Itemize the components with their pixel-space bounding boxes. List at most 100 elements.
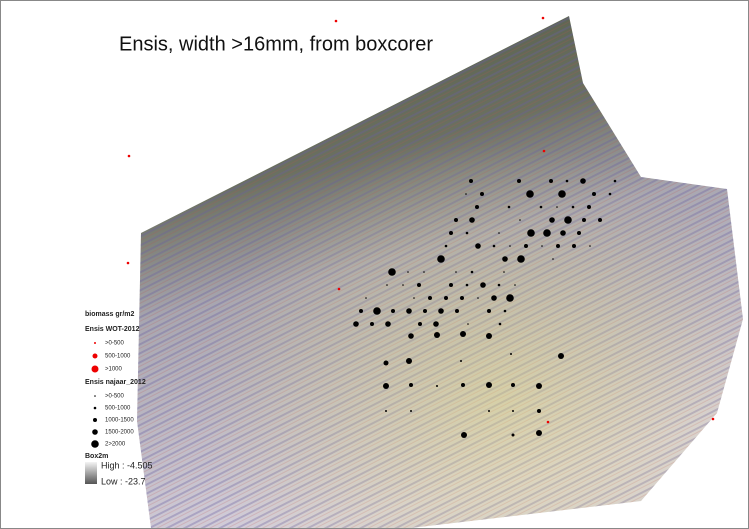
sample-point bbox=[386, 284, 388, 286]
sample-point bbox=[437, 255, 445, 263]
sample-point bbox=[487, 309, 491, 313]
legend-item: >0-500 bbox=[105, 394, 125, 400]
sample-point bbox=[480, 282, 486, 288]
sample-point bbox=[510, 353, 512, 355]
sample-point bbox=[383, 383, 389, 389]
sample-point bbox=[582, 218, 586, 222]
sample-point bbox=[572, 244, 576, 248]
sample-point bbox=[402, 284, 404, 286]
sample-point bbox=[540, 206, 543, 209]
sample-point bbox=[475, 205, 479, 209]
sample-point bbox=[580, 178, 586, 184]
sample-point bbox=[486, 382, 492, 388]
sample-point bbox=[469, 179, 473, 183]
sample-point bbox=[572, 206, 575, 209]
sample-point bbox=[409, 383, 413, 387]
sample-point bbox=[519, 219, 521, 221]
legend-item: 2>2000 bbox=[105, 442, 126, 448]
sample-point bbox=[549, 179, 553, 183]
sample-point bbox=[598, 218, 602, 222]
sample-point bbox=[353, 321, 359, 327]
sample-point bbox=[359, 309, 363, 313]
sample-point bbox=[370, 322, 374, 326]
sample-point bbox=[127, 262, 130, 265]
sample-point bbox=[566, 180, 569, 183]
sample-point bbox=[499, 323, 502, 326]
sample-point bbox=[460, 360, 462, 362]
sample-point bbox=[407, 271, 409, 273]
sample-point bbox=[455, 271, 457, 273]
sample-point bbox=[587, 205, 591, 209]
legend-item: 1000-1500 bbox=[105, 418, 134, 424]
sample-point bbox=[417, 283, 421, 287]
legend-low: Low : -23.7 bbox=[101, 476, 146, 486]
sample-point bbox=[536, 430, 542, 436]
sample-point bbox=[491, 295, 497, 301]
sample-point bbox=[469, 217, 475, 223]
sample-point bbox=[455, 309, 459, 313]
sample-point bbox=[385, 321, 391, 327]
sample-point bbox=[537, 409, 541, 413]
map-title: Ensis, width >16mm, from boxcorer bbox=[119, 33, 433, 55]
sample-point bbox=[517, 179, 521, 183]
sample-point bbox=[465, 193, 467, 195]
legend-group-title: Ensis najaar_2012 bbox=[85, 379, 146, 386]
sample-point bbox=[543, 229, 551, 237]
sample-point bbox=[524, 244, 528, 248]
sample-point bbox=[436, 385, 438, 387]
sample-point bbox=[335, 20, 338, 23]
sample-point bbox=[384, 361, 389, 366]
sample-point bbox=[536, 383, 542, 389]
sample-point bbox=[549, 217, 555, 223]
sample-point bbox=[508, 206, 511, 209]
sample-point bbox=[460, 331, 466, 337]
legend-item: >0-500 bbox=[105, 341, 125, 347]
sample-point bbox=[433, 321, 439, 327]
sample-point bbox=[128, 155, 131, 158]
sample-point bbox=[577, 231, 581, 235]
sample-point bbox=[556, 206, 558, 208]
legend-item: 500-1000 bbox=[105, 354, 131, 360]
sample-point bbox=[558, 353, 564, 359]
sample-point bbox=[498, 232, 500, 234]
sample-point bbox=[444, 296, 448, 300]
sample-point bbox=[385, 410, 387, 412]
sample-point bbox=[592, 192, 596, 196]
sample-point bbox=[391, 309, 395, 313]
sample-point bbox=[423, 309, 427, 313]
sample-point bbox=[460, 296, 464, 300]
sample-point bbox=[477, 297, 479, 299]
sample-point bbox=[488, 410, 490, 412]
sample-point bbox=[373, 307, 381, 315]
sample-point bbox=[512, 434, 515, 437]
sample-point bbox=[498, 284, 501, 287]
sample-point bbox=[475, 243, 481, 249]
sample-point bbox=[517, 255, 525, 263]
legend-item: 1500-2000 bbox=[105, 430, 134, 436]
sample-point bbox=[454, 218, 458, 222]
sample-point bbox=[461, 432, 467, 438]
sample-point bbox=[503, 271, 505, 273]
sample-point bbox=[413, 297, 415, 299]
sample-point bbox=[564, 216, 572, 224]
sample-point bbox=[609, 193, 612, 196]
bathymetry-swath bbox=[137, 16, 743, 528]
sample-point bbox=[423, 271, 425, 273]
sample-point bbox=[614, 180, 617, 183]
sample-point bbox=[461, 383, 465, 387]
sample-point bbox=[543, 150, 546, 153]
sample-point bbox=[445, 245, 448, 248]
sample-point bbox=[449, 283, 453, 287]
sample-point bbox=[542, 17, 545, 20]
sample-point bbox=[438, 308, 444, 314]
sample-point bbox=[509, 245, 511, 247]
sample-point bbox=[504, 310, 507, 313]
sample-point bbox=[466, 284, 469, 287]
legend-heading: biomass gr/m2 bbox=[85, 311, 135, 318]
sample-point bbox=[418, 322, 422, 326]
sample-point bbox=[467, 323, 469, 325]
sample-point bbox=[514, 284, 516, 286]
sample-point bbox=[502, 256, 508, 262]
sample-point bbox=[466, 232, 469, 235]
sample-point bbox=[541, 245, 543, 247]
